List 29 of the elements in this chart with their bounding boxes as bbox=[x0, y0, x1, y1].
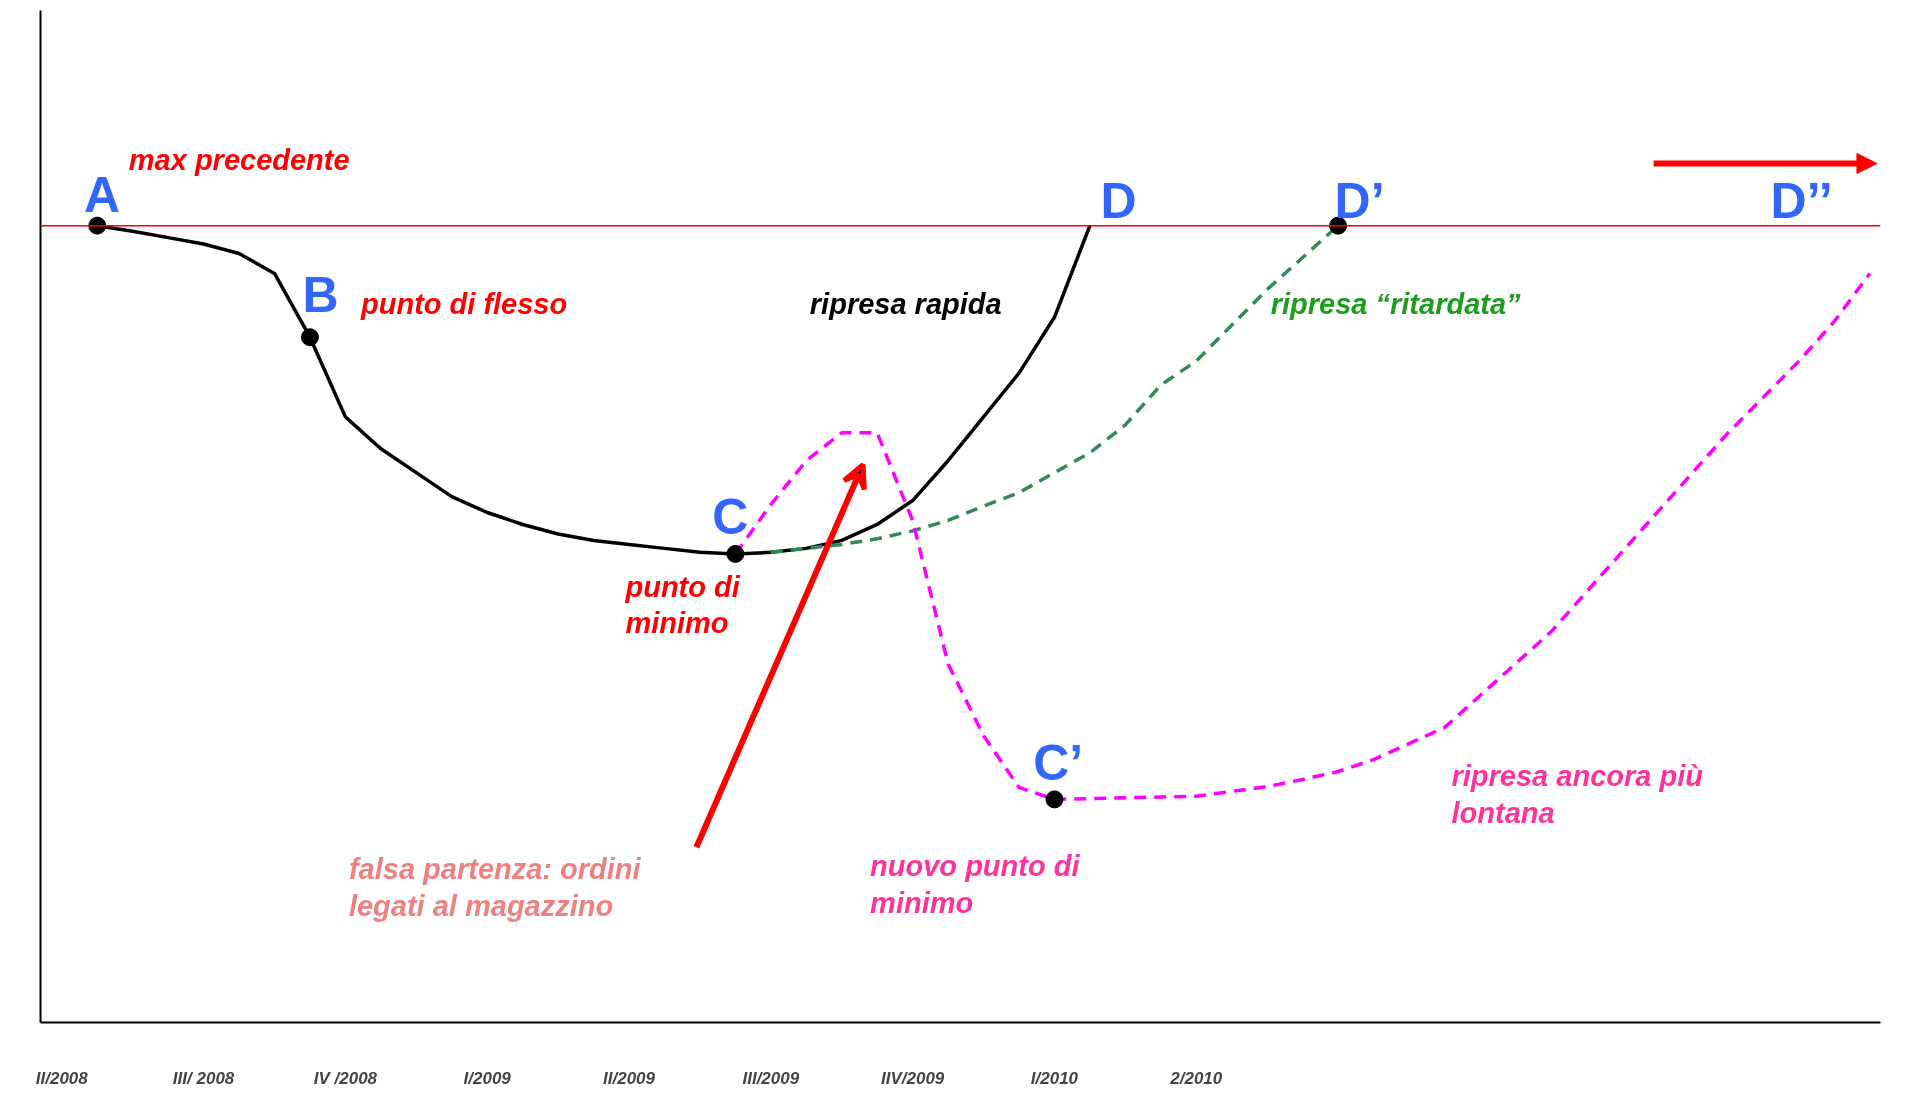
x-tick-label: II/2009 bbox=[603, 1068, 656, 1088]
annotation: falsa partenza: ordini legati al magazzino bbox=[348, 852, 642, 922]
x-tick-label: IV /2008 bbox=[313, 1068, 378, 1088]
annotation: C’ bbox=[1033, 734, 1084, 791]
annotation: nuovo punto di minimo bbox=[870, 850, 1081, 920]
annotation: ripresa ancora più lontana bbox=[1451, 760, 1704, 830]
annotation: C bbox=[712, 489, 749, 546]
annotation: ripresa rapida bbox=[809, 287, 1002, 320]
annotation: D’’ bbox=[1770, 173, 1833, 230]
point bbox=[726, 544, 745, 563]
x-tick-label: III/2009 bbox=[742, 1068, 800, 1088]
x-tick-label: I/2010 bbox=[1030, 1068, 1079, 1088]
point bbox=[88, 216, 107, 235]
x-tick-label: I/2009 bbox=[463, 1068, 512, 1088]
annotation: punto di flesso bbox=[359, 287, 568, 320]
annotation: D’ bbox=[1334, 173, 1385, 230]
x-tick-label: IIV/2009 bbox=[880, 1068, 945, 1088]
x-tick-label: II/2008 bbox=[35, 1068, 89, 1088]
x-tick-label: III/ 2008 bbox=[172, 1068, 235, 1088]
point bbox=[300, 328, 319, 347]
annotation: punto di minimo bbox=[624, 570, 741, 640]
x-tick-label: 2/2010 bbox=[1169, 1068, 1223, 1088]
annotation: ripresa “ritardata” bbox=[1270, 287, 1522, 320]
annotation: D bbox=[1100, 173, 1137, 230]
point bbox=[1045, 790, 1064, 809]
annotation: B bbox=[302, 267, 339, 324]
point bbox=[1329, 216, 1348, 235]
text: A bbox=[84, 167, 121, 224]
text: max precedente bbox=[128, 143, 350, 176]
